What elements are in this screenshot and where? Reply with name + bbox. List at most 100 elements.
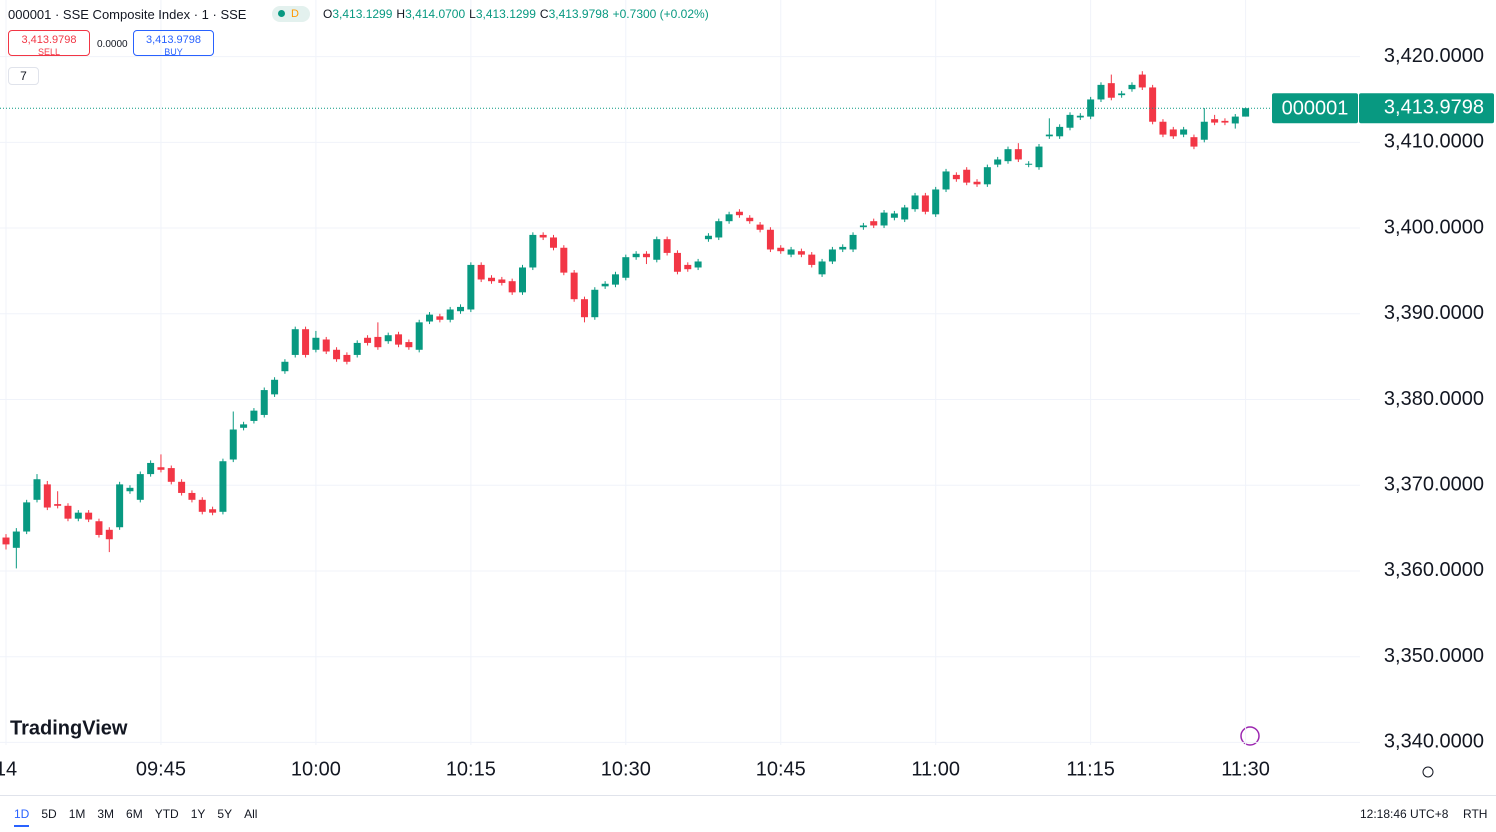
spread: 0.0000 — [97, 39, 128, 50]
indicator-toggle[interactable]: 7 — [8, 67, 39, 85]
candle-body — [663, 239, 671, 253]
candle-body — [849, 234, 857, 250]
y-tick-label: 3,390.0000 — [1384, 302, 1484, 324]
candle-body — [983, 167, 991, 185]
price-tag-bg — [1359, 93, 1494, 124]
candle-body — [95, 521, 103, 535]
ohlc-legend: O3,413.1299 H3,414.0700 L3,413.1299 C3,413.… — [323, 7, 709, 21]
candle-body — [333, 349, 341, 360]
candle-body — [426, 314, 434, 322]
candle-body — [54, 504, 62, 506]
candle-body — [529, 234, 537, 268]
candle-body — [2, 537, 10, 545]
rth[interactable]: RTH — [1463, 807, 1488, 821]
ohlc-value: 3,413.9798 — [548, 7, 609, 21]
candle-body — [539, 234, 547, 238]
candle-body — [74, 512, 82, 519]
x-tick-label: 11:15 — [1066, 758, 1115, 780]
y-tick-label: 3,400.0000 — [1384, 216, 1484, 238]
candle-body — [808, 254, 816, 265]
candle-body — [797, 251, 805, 255]
candle-body — [167, 468, 175, 482]
candle-body — [209, 509, 217, 513]
x-tick-label: 11:00 — [911, 758, 960, 780]
ohlc-key: L — [469, 7, 476, 21]
candle-body — [405, 342, 413, 348]
candle-body — [952, 174, 960, 180]
buy-price: 3,413.9798 — [145, 34, 202, 46]
ohlc-key: H — [396, 7, 406, 21]
candle-body — [12, 531, 20, 548]
period-button[interactable]: All — [244, 807, 258, 821]
candle-body — [260, 390, 268, 415]
y-tick-label: 3,340.0000 — [1384, 731, 1484, 753]
period-button[interactable]: YTD — [154, 807, 179, 821]
y-tick-label: 3,410.0000 — [1384, 131, 1484, 153]
candle-body — [570, 272, 578, 300]
period-button[interactable]: 6M — [126, 807, 143, 821]
y-tick-label: 3,350.0000 — [1384, 645, 1484, 667]
candle-body — [839, 246, 847, 250]
candle-body — [818, 261, 826, 275]
sell-button[interactable]: 3,413.9798 SELL — [8, 30, 90, 57]
buy-button[interactable]: 3,413.9798 BUY — [133, 30, 214, 57]
candle-body — [766, 229, 774, 250]
candle-body — [932, 189, 940, 215]
period-button[interactable]: 3M — [97, 807, 115, 821]
candle-body — [116, 484, 124, 528]
settings-icon[interactable] — [1422, 766, 1434, 778]
x-tick-label: 10:45 — [756, 758, 806, 780]
candle-body — [777, 247, 785, 252]
candle-body — [271, 379, 279, 395]
x-tick-label: 09:45 — [136, 758, 186, 780]
candle-body — [1035, 146, 1043, 168]
candle-body — [735, 211, 743, 216]
candle-body — [1097, 84, 1105, 100]
candle-body — [1200, 121, 1208, 140]
period-bar: 1D 5D 1M 3M 6M YTD 1Y 5Y All — [14, 807, 269, 827]
candle-body — [198, 499, 206, 512]
y-tick-label: 3,370.0000 — [1384, 474, 1484, 496]
candle-body — [436, 316, 444, 320]
candle-body — [188, 492, 196, 500]
candle-body — [467, 264, 475, 310]
period-button[interactable]: 5D — [41, 807, 57, 821]
clock: 12:18:46 UTC+8 — [1360, 807, 1449, 821]
candle-body — [870, 221, 878, 226]
candle-body — [1066, 114, 1074, 128]
buy-label: BUY — [164, 47, 183, 57]
candle-body — [1014, 149, 1022, 160]
status-badge: D — [272, 6, 310, 22]
candle-body — [632, 253, 640, 258]
candle-body — [446, 309, 454, 320]
candle-body — [973, 181, 981, 185]
lightning-icon[interactable] — [1240, 726, 1260, 746]
candle-body — [519, 267, 526, 293]
period-button[interactable]: 1D — [14, 807, 30, 827]
badge-d: D — [291, 8, 299, 20]
ohlc-value: 3,413.1299 — [475, 7, 536, 21]
ohlc-key: O — [323, 7, 333, 21]
period-button[interactable]: 1Y — [190, 807, 206, 821]
candle-body — [921, 195, 929, 212]
candle-body — [343, 354, 351, 362]
candle-body — [384, 335, 392, 342]
candle-body — [880, 212, 888, 226]
sell-price: 3,413.9798 — [21, 34, 77, 46]
period-button[interactable]: 1M — [68, 807, 86, 821]
sell-label: SELL — [37, 47, 61, 57]
candle-body — [1128, 84, 1136, 90]
candle-body — [549, 237, 557, 248]
candle-body — [1076, 115, 1084, 118]
candle-body — [395, 334, 403, 345]
symbol[interactable]: 000001 · SSE Composite Index · 1 · SSE — [8, 7, 247, 22]
period-button[interactable]: 5Y — [217, 807, 233, 821]
candle-body — [136, 474, 144, 500]
candle-body — [1221, 120, 1229, 123]
candle-body — [219, 461, 227, 512]
candle-body — [890, 213, 898, 218]
candle-body — [178, 481, 186, 493]
y-tick-label: 3,360.0000 — [1384, 559, 1484, 581]
candle-body — [477, 264, 485, 280]
